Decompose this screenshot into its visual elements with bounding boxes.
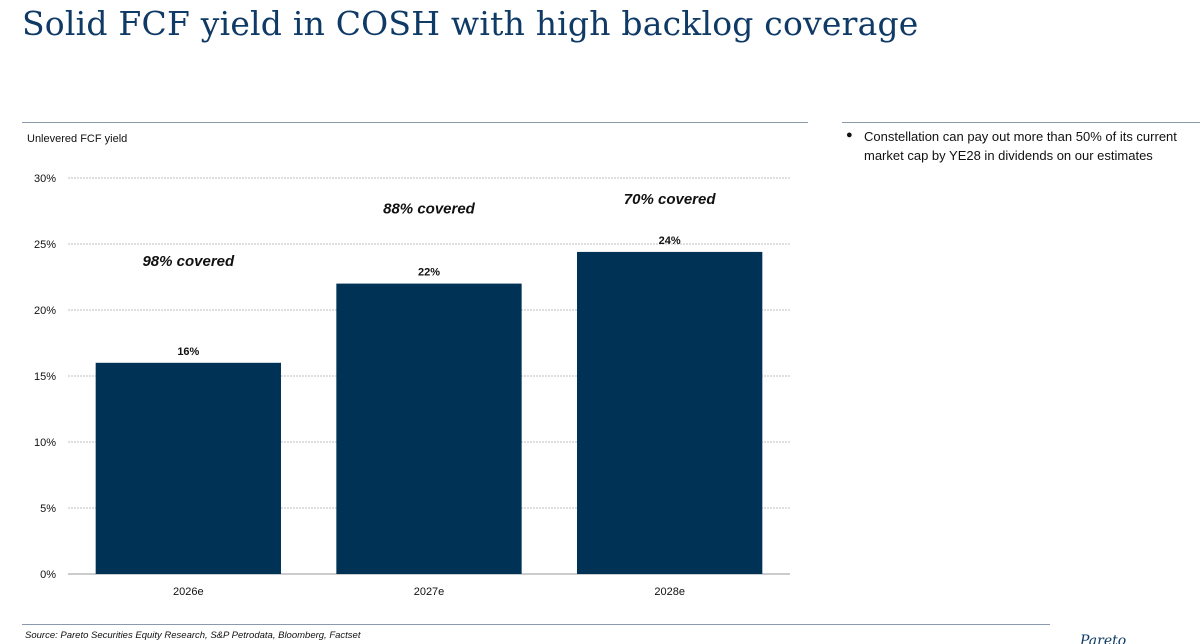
coverage-annotation: 98% covered bbox=[142, 253, 235, 270]
x-tick-label: 2026e bbox=[173, 586, 204, 598]
y-tick-label: 5% bbox=[40, 503, 56, 515]
chart-top-divider bbox=[22, 122, 808, 123]
bullet-text: Constellation can pay out more than 50% … bbox=[864, 129, 1177, 163]
bullet-item: ● Constellation can pay out more than 50… bbox=[846, 127, 1196, 165]
bar-2028e bbox=[577, 251, 763, 575]
bar-2027e bbox=[336, 283, 522, 574]
y-tick-label: 25% bbox=[34, 239, 56, 251]
data-label: 16% bbox=[177, 346, 199, 358]
bar-chart: Unlevered FCF yield 0% 5% 10% 15% 20% 25% 30% 16… bbox=[27, 133, 790, 598]
y-tick-label: 15% bbox=[34, 371, 56, 383]
source-note: Source: Pareto Securities Equity Researc… bbox=[25, 630, 361, 641]
notes-top-divider bbox=[842, 122, 1200, 123]
footer-divider bbox=[22, 624, 1050, 625]
data-label: 22% bbox=[418, 267, 440, 279]
x-tick-label: 2028e bbox=[654, 586, 685, 598]
x-tick-label: 2027e bbox=[414, 586, 445, 598]
y-tick-label: 20% bbox=[34, 305, 56, 317]
coverage-annotation: 88% covered bbox=[383, 201, 476, 218]
data-label: 24% bbox=[659, 235, 681, 247]
y-tick-label: 10% bbox=[34, 437, 56, 449]
y-tick-label: 0% bbox=[40, 569, 56, 581]
y-axis-title: Unlevered FCF yield bbox=[27, 133, 127, 145]
pareto-logo: Pareto bbox=[1080, 633, 1127, 644]
bar-2026e bbox=[95, 362, 281, 574]
page-title: Solid FCF yield in COSH with high backlo… bbox=[22, 4, 919, 43]
coverage-annotation: 70% covered bbox=[624, 191, 717, 208]
bullet-dot-icon: ● bbox=[846, 129, 853, 141]
y-tick-label: 30% bbox=[34, 173, 56, 185]
